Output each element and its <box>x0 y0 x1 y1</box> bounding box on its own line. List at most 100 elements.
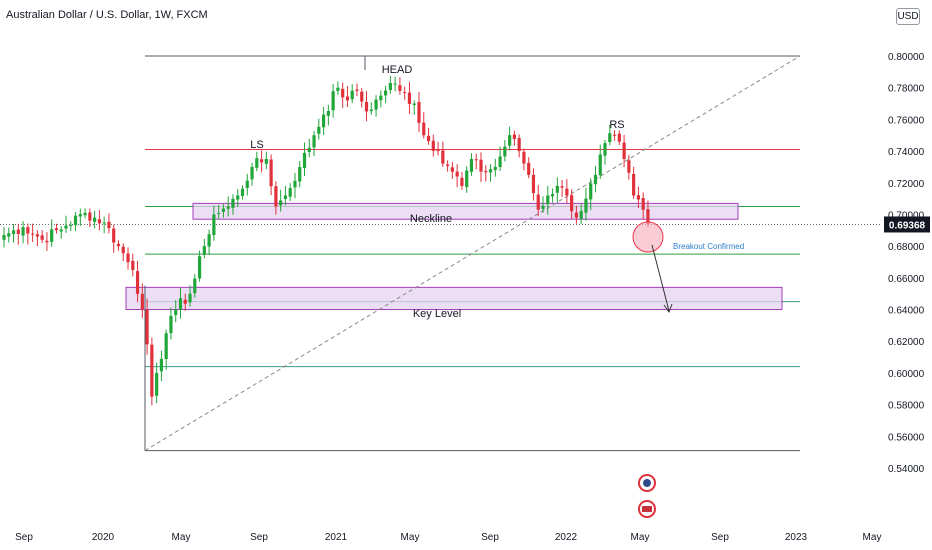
candle-body <box>388 82 392 91</box>
candle-body <box>570 195 574 212</box>
candle-body <box>341 88 345 98</box>
candle-body <box>178 298 183 310</box>
candle-body <box>264 159 268 164</box>
candle-body <box>636 195 641 200</box>
candle-body <box>35 234 39 237</box>
candle-body <box>336 87 340 91</box>
candle-body <box>574 212 578 218</box>
x-tick-label: Sep <box>711 532 729 543</box>
candle-body <box>598 154 602 176</box>
candle-body <box>465 170 469 188</box>
candle-body <box>112 228 116 243</box>
candle-body <box>488 169 493 173</box>
candle-body <box>193 278 197 294</box>
candle-body <box>78 214 82 217</box>
y-tick-label: 0.76000 <box>888 115 925 126</box>
y-tick-label: 0.56000 <box>888 432 925 443</box>
candle-body <box>369 109 373 112</box>
candle-body <box>240 188 245 196</box>
candle-body <box>250 166 254 180</box>
price-axis[interactable]: 0.80000 0.78000 0.76000 0.74000 0.72000 0.700… <box>888 52 925 475</box>
head-label: HEAD <box>382 64 413 76</box>
candle-body <box>431 140 435 151</box>
candle-body <box>26 227 30 234</box>
candle-body <box>298 166 302 182</box>
candle-body <box>107 221 111 229</box>
candle-body <box>646 209 650 224</box>
candle-body <box>269 159 273 187</box>
candle-body <box>226 206 230 209</box>
candle-body <box>321 114 326 128</box>
candle-body <box>345 96 350 101</box>
candle-body <box>302 152 307 169</box>
candle-body <box>145 309 149 345</box>
event-icon-au-inner <box>643 479 651 487</box>
x-tick-label: Sep <box>250 532 268 543</box>
x-tick-label: 2021 <box>325 532 348 543</box>
candle-body <box>479 159 483 172</box>
candle-body <box>331 91 335 111</box>
time-axis[interactable]: Sep 2020 May Sep 2021 May Sep 2022 May Sep 2023 May <box>15 532 881 543</box>
candle-body <box>202 246 206 255</box>
x-tick-label: May <box>172 532 191 543</box>
candle-body <box>407 92 412 104</box>
candle-body <box>364 102 369 112</box>
x-tick-label: May <box>401 532 420 543</box>
x-tick-label: 2023 <box>785 532 808 543</box>
candle-body <box>493 166 497 171</box>
candle-body <box>460 177 464 186</box>
candle-body <box>503 146 507 157</box>
y-tick-label: 0.72000 <box>888 179 925 190</box>
candle-body <box>150 344 154 397</box>
key-level-label: Key Level <box>413 308 461 320</box>
candle-body <box>379 95 383 101</box>
candle-body <box>69 225 73 227</box>
candle-body <box>469 159 474 172</box>
last-price-label: 0.69368 <box>889 220 926 231</box>
candle-body <box>436 149 440 152</box>
x-tick-label: Sep <box>15 532 33 543</box>
candle-body <box>83 212 87 216</box>
candle-body <box>317 126 321 134</box>
projection-arrowhead <box>663 303 673 314</box>
candle-body <box>584 198 588 213</box>
breakout-circle <box>632 221 664 253</box>
candle-body <box>565 188 569 196</box>
candle-body <box>40 235 44 240</box>
candle-body <box>555 185 559 193</box>
candle-body <box>326 110 330 116</box>
candle-body <box>140 293 144 310</box>
candle-body <box>274 186 278 207</box>
candle-body <box>97 219 101 224</box>
candle-body <box>50 229 54 242</box>
candle-body <box>11 230 16 235</box>
candle-body <box>550 194 555 197</box>
candle-body <box>288 188 292 197</box>
key-level-zone <box>125 286 783 311</box>
y-tick-label: 0.68000 <box>888 242 925 253</box>
trendline-layer <box>144 55 801 451</box>
candle-body <box>474 159 478 161</box>
currency-button[interactable]: USD <box>896 8 920 25</box>
candle-body <box>155 372 159 396</box>
candle-body <box>59 229 63 232</box>
candle-body <box>197 256 202 279</box>
candle-body <box>546 195 550 205</box>
candle-body <box>221 208 226 212</box>
left-shoulder-label: LS <box>250 139 263 151</box>
candle-body <box>102 222 106 224</box>
neckline-zone <box>192 202 739 220</box>
candle-body <box>589 183 593 200</box>
candle-body <box>93 217 97 222</box>
candle-body <box>398 85 402 91</box>
candle-body <box>64 225 68 229</box>
y-tick-label: 0.70000 <box>888 210 925 221</box>
candle-body <box>517 138 521 152</box>
candle-body <box>374 99 378 110</box>
candle-body <box>45 240 49 243</box>
candle-body <box>350 90 354 100</box>
candle-body <box>2 235 6 240</box>
candle-body <box>245 180 249 188</box>
candle-body <box>450 167 454 172</box>
